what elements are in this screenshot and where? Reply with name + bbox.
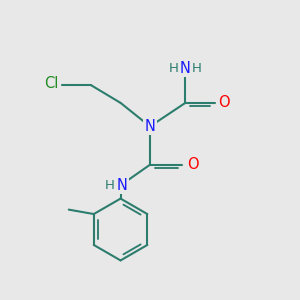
Text: O: O [187, 157, 199, 172]
Text: O: O [218, 95, 230, 110]
Text: H: H [104, 179, 114, 192]
Text: N: N [117, 178, 128, 193]
Text: Cl: Cl [44, 76, 58, 91]
Text: H: H [169, 61, 179, 75]
Text: N: N [145, 119, 155, 134]
Text: N: N [180, 61, 191, 76]
Text: H: H [192, 61, 202, 75]
